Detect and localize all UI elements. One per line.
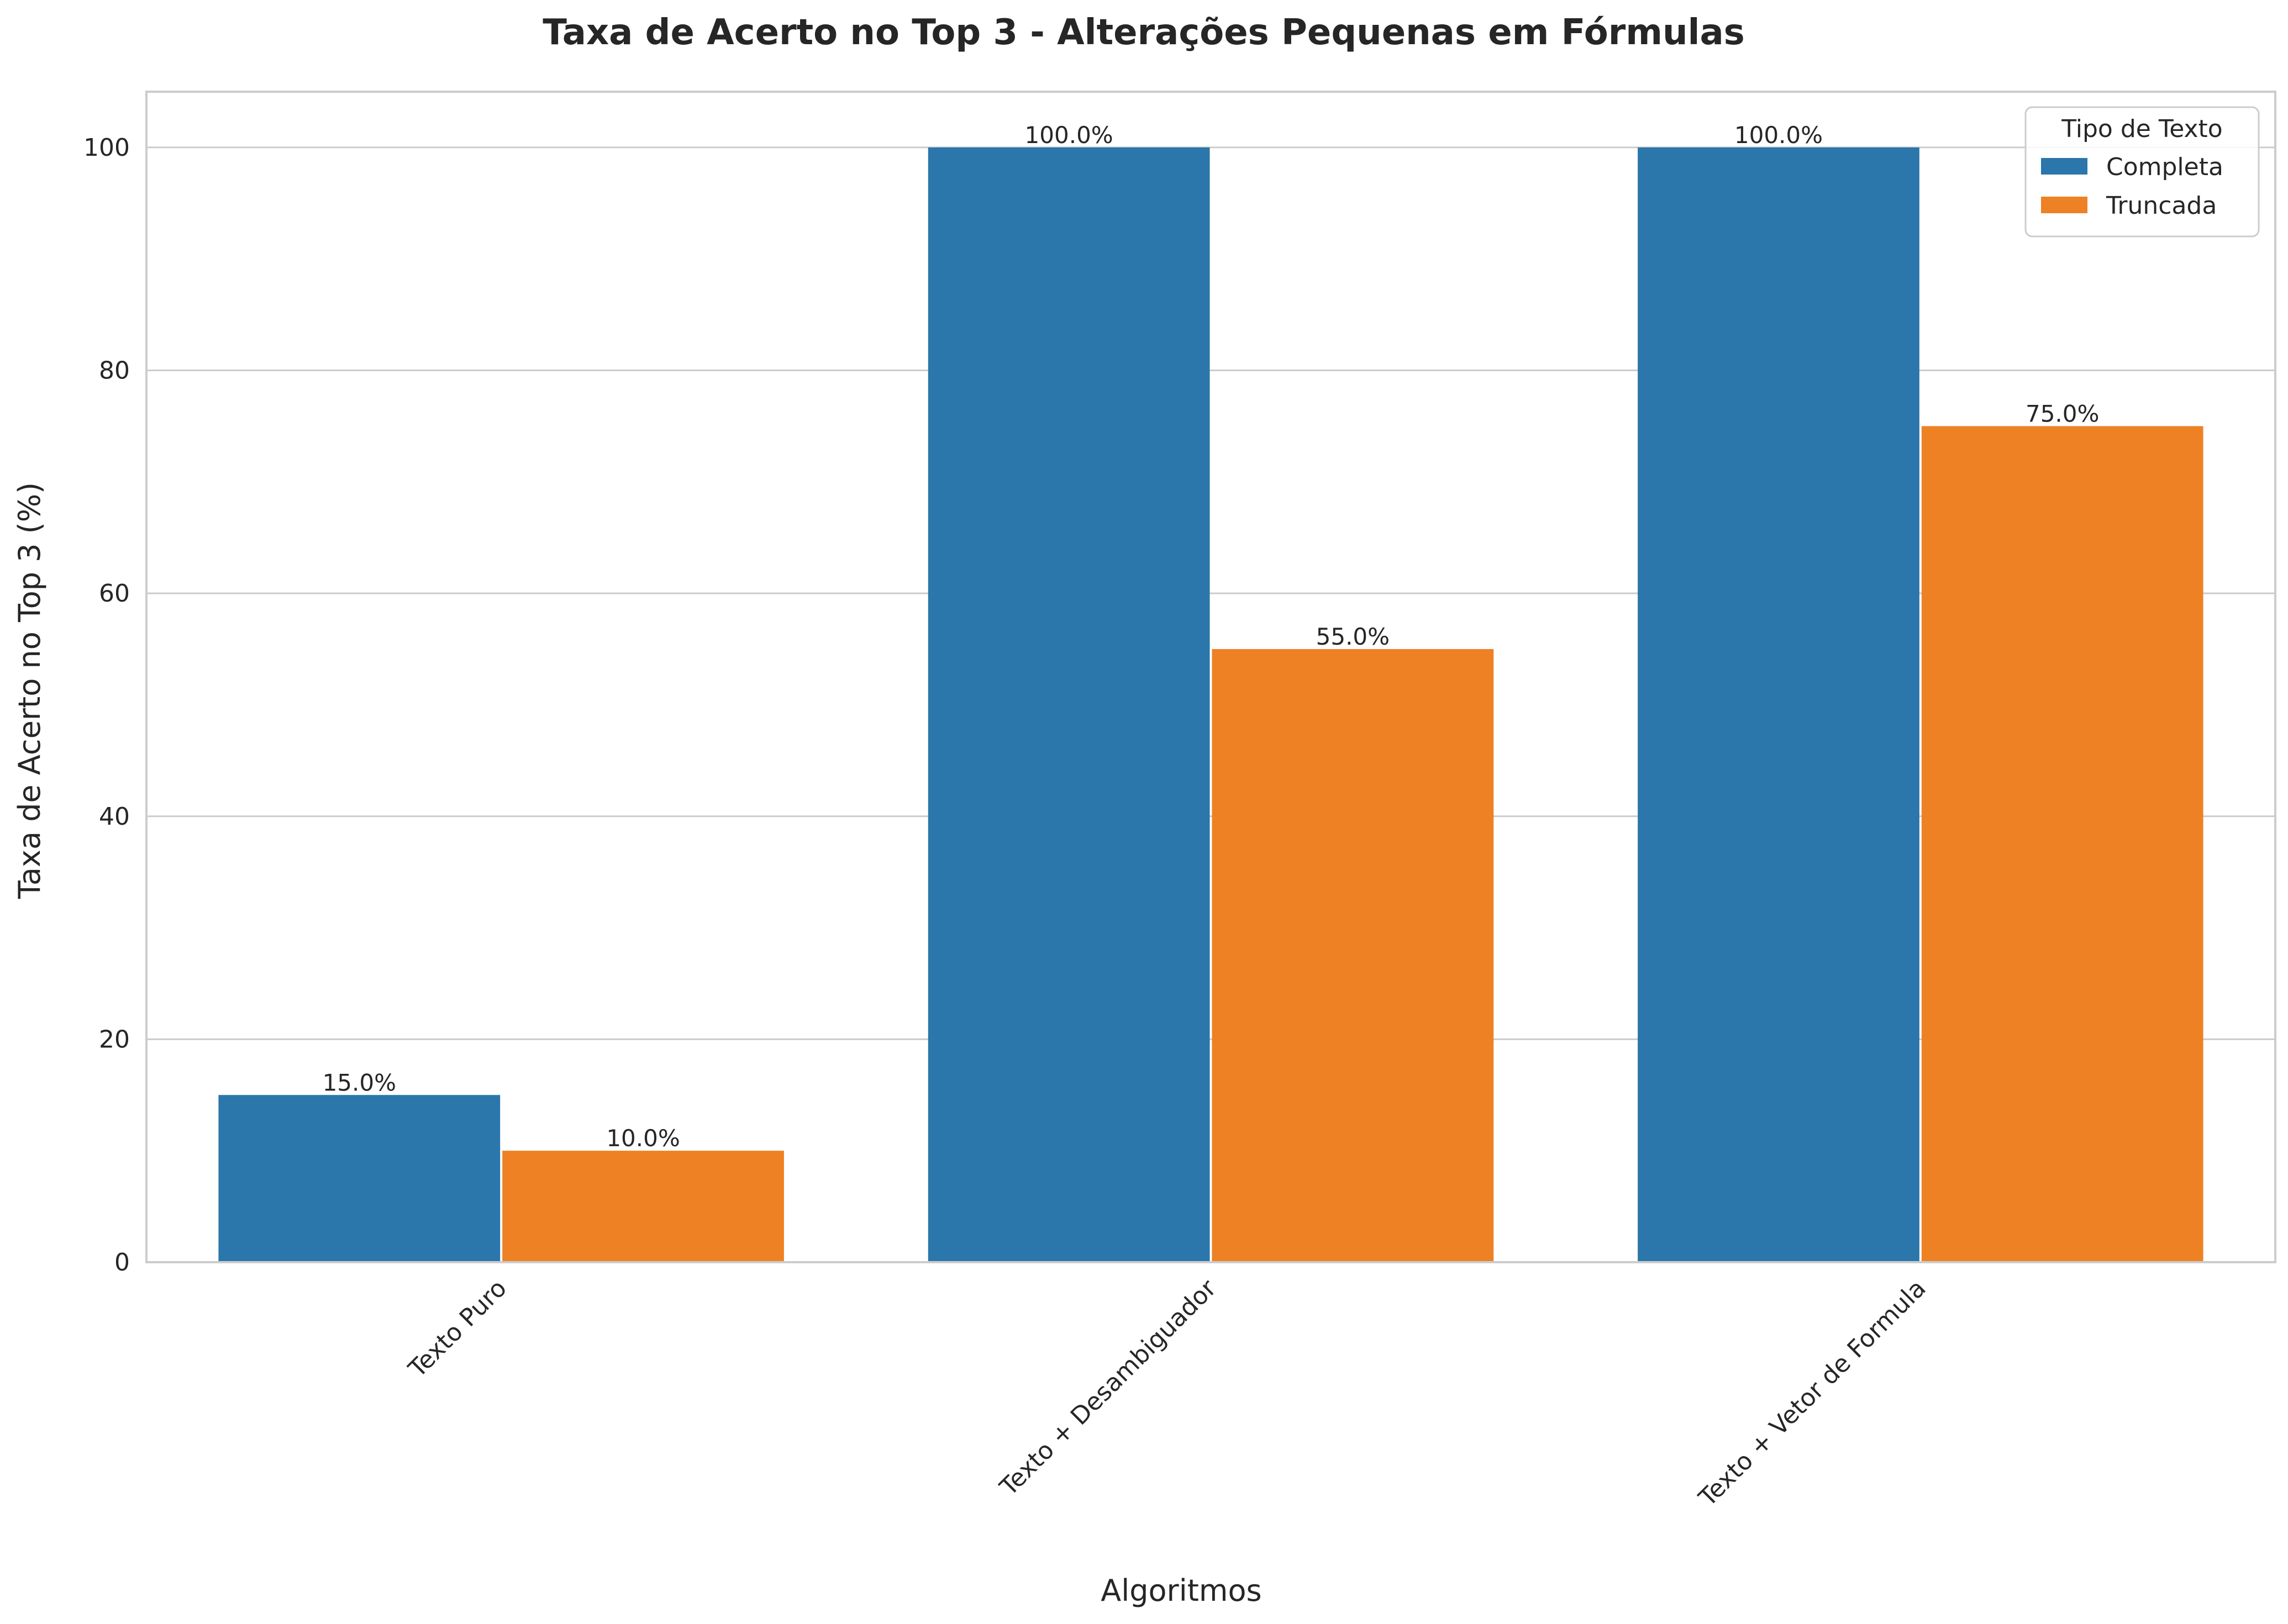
y-tick-layer: 0 20 40 60 80 100 [83, 134, 130, 1277]
data-label-completa: 15.0% [323, 1069, 396, 1096]
y-tick-label: 60 [99, 579, 130, 608]
plot-frame [145, 91, 2276, 1263]
bar-truncada [1921, 426, 2203, 1262]
data-label-truncada: 55.0% [1316, 623, 1390, 650]
legend-title: Tipo de Texto [2061, 115, 2222, 143]
y-axis-label: Taxa de Acerto no Top 3 (%) [12, 482, 47, 899]
x-tick-layer: Texto Puro Texto + Desambiguador Texto + V… [403, 1274, 1931, 1512]
grid-layer [146, 146, 2275, 1040]
data-label-truncada: 10.0% [606, 1125, 680, 1152]
data-label-layer: 15.0% 100.0% 100.0% 10.0% 55.0% 75.0% [323, 122, 2100, 1152]
bar-truncada [502, 1151, 784, 1262]
legend: Tipo de Texto Completa Truncada [2024, 106, 2260, 238]
chart-title: Taxa de Acerto no Top 3 - Alterações Peq… [543, 12, 1744, 53]
y-tick-label: 20 [99, 1025, 130, 1053]
data-label-completa: 100.0% [1025, 122, 1113, 149]
y-tick-label: 80 [99, 357, 130, 385]
data-label-completa: 100.0% [1734, 122, 1823, 149]
bar-completa [928, 147, 1210, 1262]
bar-layer [218, 147, 2203, 1262]
x-tick-label: Texto + Desambiguador [995, 1274, 1222, 1501]
x-tick-label: Texto Puro [403, 1274, 512, 1384]
legend-label-truncada: Truncada [2106, 192, 2217, 220]
legend-label-completa: Completa [2106, 153, 2223, 181]
bar-truncada [1212, 649, 1494, 1262]
y-tick-label: 100 [83, 134, 130, 162]
data-label-truncada: 75.0% [2026, 400, 2099, 427]
x-tick-label: Texto + Vetor de Formula [1693, 1274, 1932, 1512]
y-tick-label: 0 [114, 1248, 130, 1277]
bar-completa [1638, 147, 1919, 1262]
bar-completa [218, 1095, 501, 1262]
y-tick-label: 40 [99, 803, 130, 831]
legend-swatch-completa [2041, 158, 2087, 175]
x-axis-label: Algoritmos [1101, 1573, 1261, 1608]
legend-swatch-truncada [2041, 197, 2087, 213]
